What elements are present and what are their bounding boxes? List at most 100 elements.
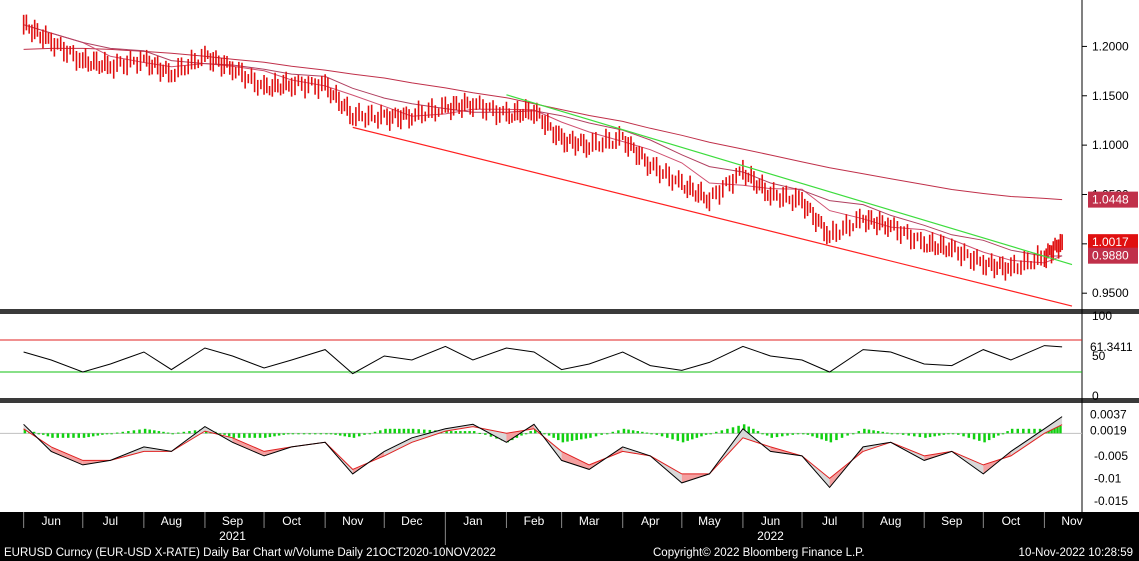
macd-signal-fill <box>445 424 473 432</box>
macd-histogram-bar <box>660 433 664 437</box>
macd-histogram-bar <box>1027 428 1031 434</box>
macd-histogram-bar <box>153 430 156 434</box>
macd-histogram-bar <box>811 433 814 437</box>
x-axis-month-label: Jan <box>463 514 482 528</box>
x-axis-month-label: Oct <box>282 514 301 528</box>
macd-histogram-bar <box>543 433 546 435</box>
macd-histogram-bar <box>132 430 136 434</box>
macd-histogram-bar <box>938 433 941 436</box>
macd-histogram-bar <box>32 431 36 434</box>
macd-histogram-bar <box>913 433 916 437</box>
macd-histogram-bar <box>319 433 323 435</box>
macd-histogram-bar <box>417 429 420 434</box>
macd-histogram-bar <box>534 428 537 434</box>
macd-histogram-bar <box>907 433 910 436</box>
macd-histogram-bar <box>348 433 351 438</box>
macd-histogram-bar <box>737 425 740 434</box>
rsi-line <box>23 345 1063 375</box>
macd-histogram-bar <box>806 433 810 435</box>
macd-histogram-bar <box>851 433 855 435</box>
x-axis-month-label: Jun <box>761 514 780 528</box>
rsi-last-value-label: 61.3411 <box>1090 340 1133 354</box>
macd-histogram-bar <box>622 428 626 434</box>
macd-histogram-bar <box>232 433 236 438</box>
macd-histogram-bar <box>1053 427 1056 434</box>
macd-histogram-bar <box>468 431 471 434</box>
macd-histogram-bar <box>617 430 620 434</box>
macd-histogram-bar <box>972 433 976 440</box>
macd-histogram-bar <box>756 431 760 434</box>
macd-histogram-bar <box>237 433 241 438</box>
macd-histogram-bar <box>611 431 615 434</box>
macd-histogram-bar <box>686 433 689 441</box>
macd-histogram-bar <box>398 428 401 434</box>
macd-histogram-bar <box>338 433 342 436</box>
x-axis-month-label: Nov <box>342 514 363 528</box>
x-axis-month-label: Sep <box>222 514 244 528</box>
macd-histogram-bar <box>227 433 231 437</box>
macd-histogram-bar <box>896 433 899 435</box>
macd-histogram-bar <box>547 433 551 436</box>
macd-histogram-bar <box>872 430 875 434</box>
x-axis-month-label: Sep <box>941 514 963 528</box>
panel-separator <box>0 309 1139 314</box>
macd-signal-fill <box>411 428 446 443</box>
macd-histogram-bar <box>580 433 583 440</box>
macd-histogram-bar <box>23 428 27 434</box>
macd-histogram-bar <box>243 433 246 438</box>
macd-histogram-bar <box>947 433 950 435</box>
macd-histogram-bar <box>1006 431 1009 434</box>
x-axis-month-label: Aug <box>161 514 182 528</box>
macd-histogram-bar <box>489 433 493 437</box>
macd-histogram-bar <box>218 433 222 435</box>
macd-histogram-bar <box>600 433 603 435</box>
price-y-tick-label: 1.1000 <box>1092 138 1129 152</box>
macd-signal-fill <box>232 437 265 456</box>
price-last-value-label: 1.0448 <box>1092 193 1129 207</box>
x-axis-month-label: Dec <box>401 514 422 528</box>
macd-histogram-bar <box>752 428 755 434</box>
x-axis-month-label: Nov <box>1061 514 1082 528</box>
macd-histogram-bar <box>115 432 119 434</box>
macd-histogram-bar <box>445 431 448 434</box>
footer-chart-description: EURUSD Curncy (EUR-USD X-RATE) Daily Bar… <box>4 547 496 559</box>
macd-histogram-bar <box>37 433 40 435</box>
rsi-y-tick-label: 50 <box>1092 349 1106 363</box>
macd-histogram-bar <box>666 433 669 438</box>
macd-histogram-bar <box>876 431 880 434</box>
macd-histogram-bar <box>162 431 165 434</box>
macd-histogram-bar <box>676 433 680 441</box>
macd-histogram-bar <box>428 429 432 434</box>
macd-histogram-bar <box>671 433 674 440</box>
macd-y-tick-label: -0.01 <box>1094 471 1122 485</box>
macd-histogram-bar <box>373 431 377 434</box>
price-trendline <box>352 126 1073 307</box>
macd-histogram-bar <box>157 431 161 434</box>
macd-histogram-bar <box>928 433 932 438</box>
macd-histogram-bar <box>786 433 789 436</box>
macd-histogram-bar <box>302 433 306 435</box>
macd-histogram-bar <box>329 433 333 435</box>
macd-signal-fill <box>1010 428 1045 456</box>
macd-signal-fill <box>1044 416 1063 434</box>
macd-histogram-bar <box>459 431 462 434</box>
price-trendline <box>506 94 1073 266</box>
macd-histogram-bar <box>881 431 885 434</box>
macd-histogram-bar <box>770 433 773 438</box>
macd-histogram-bar <box>253 433 257 438</box>
macd-signal-line <box>23 424 1063 480</box>
macd-histogram-bar <box>352 433 356 438</box>
macd-histogram-bar <box>291 433 295 435</box>
macd-histogram-bar <box>384 428 387 434</box>
macd-histogram-bar <box>148 429 151 434</box>
macd-histogram-bar <box>747 426 751 434</box>
macd-histogram-bar <box>575 433 578 441</box>
macd-histogram-bar <box>775 433 779 438</box>
macd-histogram-bar <box>561 433 565 443</box>
macd-histogram-bar <box>552 433 555 438</box>
macd-histogram-bar <box>681 433 685 443</box>
footer-copyright: Copyright© 2022 Bloomberg Finance L.P. <box>653 547 865 559</box>
macd-histogram-bar <box>835 433 838 441</box>
macd-histogram-bar <box>42 433 45 435</box>
macd-histogram-bar <box>933 433 936 437</box>
